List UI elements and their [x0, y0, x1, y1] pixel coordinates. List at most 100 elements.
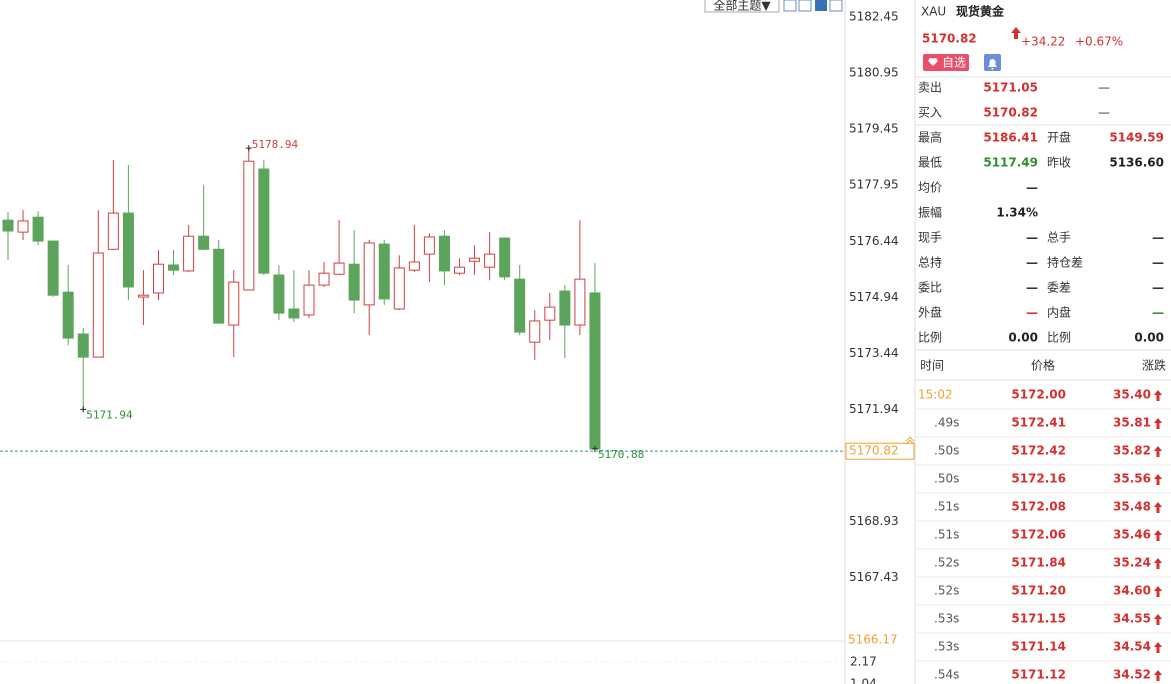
tick-price: 5171.15 [1011, 612, 1066, 626]
tick-up-arrow [1154, 586, 1162, 597]
quote-value: — [1026, 306, 1038, 320]
tick-change: 34.60 [1113, 584, 1151, 598]
quote-value: — [1152, 231, 1164, 245]
quote-value: — [1026, 281, 1038, 295]
candle-body [559, 290, 571, 326]
tick-change: 34.54 [1113, 640, 1151, 654]
candle-body [137, 294, 149, 298]
tick-time: .51s [934, 500, 959, 514]
tick-time: .52s [934, 556, 959, 570]
extreme-label: 5171.94 [86, 408, 133, 421]
candle-body [168, 264, 180, 271]
quote-value: 5149.59 [1109, 131, 1164, 145]
quote-value: — [1026, 181, 1038, 195]
toolbar-icons[interactable] [783, 0, 843, 12]
y-tick-label: 5167.43 [849, 570, 899, 584]
candle-body [62, 291, 74, 339]
candle-body [318, 272, 330, 286]
y-tick-label: 5174.94 [849, 290, 899, 304]
quote-value: 5186.41 [983, 131, 1038, 145]
candle-body [107, 212, 119, 250]
candle-body [514, 278, 526, 333]
theme-button-label[interactable]: 全部主题▼ [713, 0, 771, 13]
tick-up-arrow [1154, 446, 1162, 457]
quote-value: — [1026, 256, 1038, 270]
range-low-label: 5166.17 [848, 633, 898, 647]
price-change: +34.22 [1021, 35, 1065, 49]
quote-label: — [1098, 81, 1110, 95]
tick-price: 5172.00 [1011, 388, 1066, 402]
quote-label: 最高 [918, 130, 942, 145]
candle-body [288, 308, 300, 319]
tick-table-header: 价格 [1031, 358, 1055, 373]
y-tick-label: 5168.93 [849, 514, 899, 528]
quote-label: 昨收 [1047, 156, 1071, 170]
candle-body [77, 333, 89, 358]
y-tick-label: 5173.44 [849, 346, 899, 360]
candle-body [228, 281, 240, 326]
bell-icon [988, 59, 997, 70]
candle-body [363, 242, 375, 306]
quote-value: 0.00 [1008, 331, 1038, 345]
tick-price: 5172.41 [1011, 416, 1066, 430]
tick-up-arrow [1154, 390, 1162, 401]
quote-label: 总持 [918, 255, 942, 270]
tick-change: 35.81 [1113, 416, 1151, 430]
last-price-arrow [905, 436, 915, 445]
candle-body [484, 253, 496, 268]
quote-label: 比例 [918, 331, 942, 345]
y-tick-label: 5176.44 [849, 234, 899, 248]
extreme-marker [591, 445, 598, 452]
candle-body [183, 235, 195, 272]
quote-label: 比例 [1047, 331, 1071, 345]
y-tick-label: 5171.94 [849, 402, 899, 416]
extreme-marker [245, 145, 252, 152]
candle-body [122, 212, 134, 288]
candle-body [2, 219, 14, 232]
candle-body [47, 240, 59, 296]
candle-body [17, 220, 29, 233]
quote-label: 最低 [918, 156, 942, 170]
candle-body [348, 263, 360, 301]
quote-value: 5171.05 [983, 81, 1038, 95]
last-price-label: 5170.82 [849, 444, 899, 458]
watch-button-label[interactable]: 自选 [942, 56, 966, 70]
instrument-name: 现货黄金 [956, 4, 1005, 19]
candle-body [408, 261, 420, 271]
heart-icon [928, 58, 938, 66]
tick-price: 5172.16 [1011, 472, 1066, 486]
tick-up-arrow [1154, 614, 1162, 625]
tick-change: 35.82 [1113, 444, 1151, 458]
candle-body [273, 274, 285, 314]
candle-body [258, 168, 270, 274]
quote-label: 委比 [918, 281, 942, 295]
quote-label: — [1098, 106, 1110, 120]
quote-value: — [1152, 306, 1164, 320]
quote-label: 均价 [918, 181, 942, 195]
tick-time: .50s [934, 472, 959, 486]
tick-table-header: 涨跌 [1142, 358, 1166, 373]
quote-label: 外盘 [918, 305, 942, 320]
extreme-marker [80, 406, 87, 413]
candle-body [544, 306, 556, 321]
tick-time: .52s [934, 584, 959, 598]
tick-change: 34.52 [1113, 668, 1151, 682]
tick-price: 5172.06 [1011, 528, 1066, 542]
tick-price: 5171.84 [1011, 556, 1066, 570]
quote-label: 持仓差 [1047, 255, 1083, 270]
candle-body [333, 262, 345, 275]
quote-label: 振幅 [918, 205, 942, 220]
y-tick-label: 5179.45 [849, 122, 899, 136]
quote-value: 0.00 [1134, 331, 1164, 345]
theme-button[interactable] [704, 0, 780, 13]
candle-body [454, 266, 465, 274]
tick-change: 35.24 [1113, 556, 1151, 570]
tick-up-arrow [1154, 558, 1162, 569]
quote-label: 卖出 [918, 81, 942, 95]
tick-up-arrow [1154, 530, 1162, 541]
y-tick-label: 5177.95 [849, 178, 899, 192]
tick-price: 5171.14 [1011, 640, 1066, 654]
candle-body [438, 235, 450, 272]
candle-body [469, 257, 481, 262]
